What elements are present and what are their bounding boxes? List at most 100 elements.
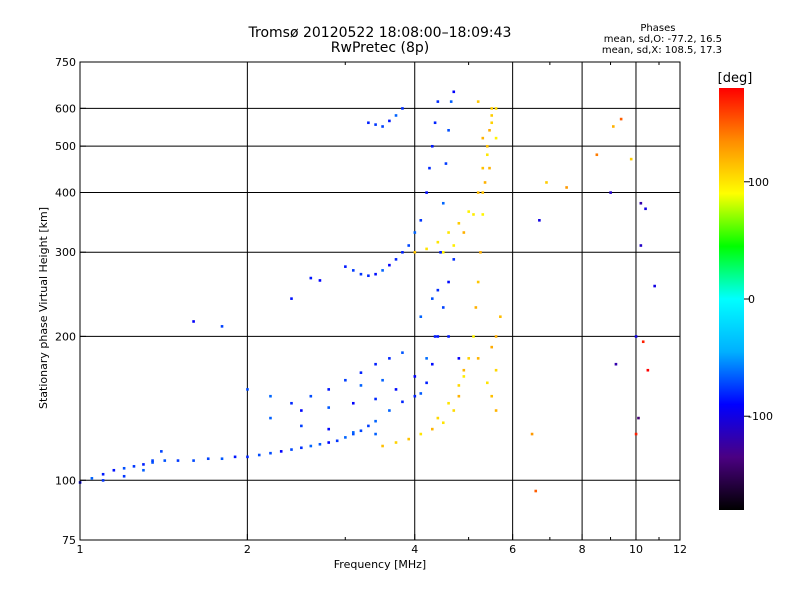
y-tick-label: 300 bbox=[55, 246, 76, 259]
o-mode-point bbox=[381, 378, 384, 382]
o-mode-point bbox=[374, 419, 377, 423]
o-mode-point bbox=[309, 444, 313, 448]
x-mode-point bbox=[483, 181, 487, 184]
o-mode-point bbox=[246, 388, 249, 391]
x-mode-point bbox=[457, 384, 461, 387]
x-mode-point bbox=[476, 357, 480, 360]
o-mode-point bbox=[401, 400, 404, 404]
o-mode-point bbox=[290, 297, 293, 300]
outlier-point bbox=[637, 416, 640, 420]
x-mode-point bbox=[485, 153, 489, 157]
chart-title: Tromsø 20120522 18:08:00–18:09:43 bbox=[248, 25, 512, 41]
o-mode-point bbox=[367, 121, 370, 125]
o-mode-point bbox=[433, 335, 437, 338]
o-mode-point bbox=[300, 424, 303, 428]
y-axis-ticks: 75 100 200 300 400 500 600 750 bbox=[55, 56, 86, 547]
x-mode-point bbox=[457, 222, 461, 225]
x-mode-point bbox=[490, 114, 494, 117]
o-mode-point bbox=[327, 427, 331, 431]
o-mode-point bbox=[457, 357, 461, 360]
o-mode-point bbox=[430, 362, 434, 366]
o-mode-point bbox=[344, 378, 347, 382]
o-mode-point bbox=[381, 125, 384, 128]
y-tick-label: 600 bbox=[55, 102, 76, 115]
outlier-point bbox=[634, 432, 638, 436]
outlier-point bbox=[530, 432, 534, 436]
x-mode-point bbox=[494, 335, 498, 338]
o-mode-point bbox=[374, 272, 377, 276]
axes-frame bbox=[79, 61, 681, 541]
x-mode-point bbox=[476, 191, 480, 194]
outlier-point bbox=[646, 368, 650, 372]
x-tick-label: 6 bbox=[509, 543, 516, 556]
x-tick-label: 2 bbox=[244, 543, 251, 556]
o-mode-point bbox=[257, 453, 261, 457]
axes bbox=[79, 61, 681, 541]
o-mode-point bbox=[436, 335, 440, 338]
y-tick-label: 500 bbox=[55, 140, 76, 153]
o-mode-point bbox=[401, 251, 404, 254]
o-mode-point bbox=[309, 394, 313, 398]
stats-o-mode: mean, sd,O: -77.2, 16.5 bbox=[603, 34, 722, 45]
x-mode-point bbox=[394, 441, 398, 444]
outlier-point bbox=[619, 117, 623, 121]
o-mode-point bbox=[163, 459, 167, 462]
stats-x-mode: mean, sd,X: 108.5, 17.3 bbox=[601, 45, 722, 56]
x-mode-point bbox=[490, 121, 494, 125]
o-mode-point bbox=[246, 455, 249, 459]
o-mode-point bbox=[447, 128, 450, 132]
o-mode-point bbox=[351, 431, 355, 434]
y-tick-label: 100 bbox=[55, 474, 76, 487]
o-mode-point bbox=[220, 325, 224, 328]
o-mode-point bbox=[381, 269, 384, 272]
o-mode-point bbox=[425, 191, 428, 194]
x-mode-point bbox=[494, 368, 498, 372]
o-mode-point bbox=[344, 265, 347, 268]
x-tick-label: 4 bbox=[411, 543, 418, 556]
outlier-point bbox=[545, 181, 548, 184]
o-mode-point bbox=[351, 401, 355, 405]
o-mode-point bbox=[436, 100, 440, 103]
colorbar-tick-label: -100 bbox=[748, 410, 773, 423]
plot-background bbox=[80, 62, 680, 540]
o-mode-point bbox=[441, 306, 445, 309]
o-mode-point bbox=[401, 107, 404, 110]
o-mode-point bbox=[327, 441, 331, 444]
outlier-point bbox=[534, 489, 538, 493]
x-mode-point bbox=[488, 166, 491, 170]
o-mode-point bbox=[388, 409, 391, 412]
x-mode-point bbox=[490, 394, 494, 398]
o-mode-point bbox=[407, 244, 411, 247]
x-mode-point bbox=[436, 240, 440, 244]
x-mode-point bbox=[472, 335, 475, 338]
x-mode-point bbox=[413, 251, 417, 254]
o-mode-point bbox=[413, 375, 417, 378]
o-mode-point bbox=[142, 463, 145, 466]
x-mode-point bbox=[485, 381, 489, 385]
o-mode-point bbox=[279, 450, 283, 453]
outlier-point bbox=[634, 335, 638, 338]
x-mode-point bbox=[488, 128, 491, 132]
o-mode-point bbox=[425, 357, 428, 360]
x-mode-point bbox=[494, 136, 498, 140]
o-mode-point bbox=[151, 461, 154, 464]
y-tick-label: 750 bbox=[55, 56, 76, 69]
o-mode-point bbox=[419, 315, 423, 319]
colorbar-tick-label: 100 bbox=[748, 176, 769, 189]
o-mode-point bbox=[359, 272, 363, 276]
phase-statistics: Phases mean, sd,O: -77.2, 16.5 mean, sd,… bbox=[602, 23, 722, 56]
outlier-point bbox=[653, 284, 656, 288]
o-mode-point bbox=[439, 251, 442, 254]
o-mode-point bbox=[394, 258, 398, 261]
x-mode-point bbox=[481, 136, 485, 140]
x-mode-point bbox=[490, 107, 494, 110]
x-mode-point bbox=[476, 100, 480, 103]
x-tick-label: 10 bbox=[629, 543, 643, 556]
o-mode-point bbox=[112, 468, 116, 472]
x-mode-point bbox=[452, 409, 456, 412]
outlier-point bbox=[538, 219, 541, 222]
x-tick-label: 1 bbox=[77, 543, 84, 556]
o-mode-point bbox=[441, 201, 445, 205]
x-mode-point bbox=[452, 244, 456, 247]
o-mode-point bbox=[269, 394, 272, 398]
